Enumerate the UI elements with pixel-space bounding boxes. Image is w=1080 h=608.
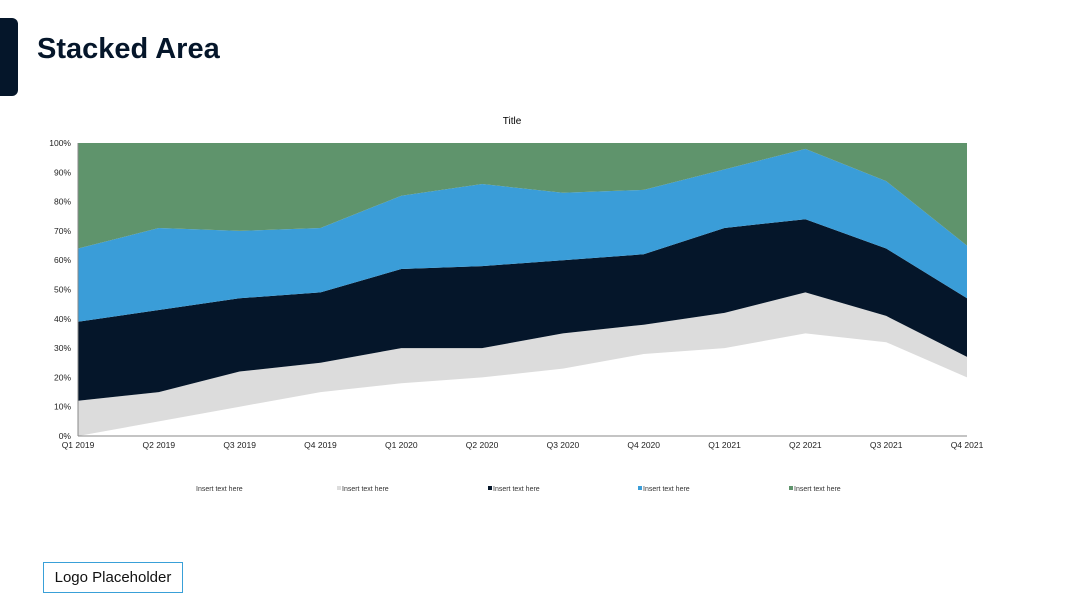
area-series-4: [78, 148, 967, 322]
area-series-5: [78, 143, 967, 249]
legend-swatch-3: [488, 486, 492, 490]
x-tick-label: Q3 2021: [870, 440, 903, 450]
legend-label-4: Insert text here: [643, 486, 690, 493]
x-tick-label: Q3 2020: [547, 440, 580, 450]
legend-swatch-4: [638, 486, 642, 490]
legend-label-5: Insert text here: [794, 486, 841, 493]
y-tick-label: 20%: [54, 372, 71, 382]
x-tick-label: Q1 2021: [708, 440, 741, 450]
y-tick-label: 40%: [54, 314, 71, 324]
y-tick-label: 60%: [54, 255, 71, 265]
x-tick-label: Q1 2020: [385, 440, 418, 450]
title-accent-bar: [0, 18, 18, 96]
x-tick-label: Q4 2020: [627, 440, 660, 450]
legend-swatch-2: [337, 486, 341, 490]
y-tick-label: 70%: [54, 226, 71, 236]
area-series-2: [78, 292, 967, 436]
y-tick-label: 90%: [54, 167, 71, 177]
legend-label-3: Insert text here: [493, 486, 540, 493]
x-tick-label: Q4 2019: [304, 440, 337, 450]
legend-swatch-5: [789, 486, 793, 490]
y-tick-label: 30%: [54, 343, 71, 353]
x-tick-label: Q2 2019: [143, 440, 176, 450]
area-series-1: [78, 333, 967, 436]
logo-placeholder: Logo Placeholder: [43, 562, 183, 593]
y-tick-label: 10%: [54, 402, 71, 412]
x-tick-label: Q1 2019: [62, 440, 95, 450]
y-tick-label: 100%: [49, 138, 71, 148]
x-tick-label: Q2 2021: [789, 440, 822, 450]
legend-label-2: Insert text here: [342, 486, 389, 493]
chart-title: Title: [503, 116, 522, 127]
y-tick-label: 80%: [54, 197, 71, 207]
y-tick-label: 50%: [54, 285, 71, 295]
x-tick-label: Q3 2019: [223, 440, 256, 450]
y-tick-label: 0%: [59, 431, 72, 441]
x-tick-label: Q2 2020: [466, 440, 499, 450]
area-series-3: [78, 219, 967, 401]
legend-swatch-1: [191, 486, 195, 490]
legend-label-1: Insert text here: [196, 486, 243, 493]
page-title: Stacked Area: [37, 33, 220, 65]
x-tick-label: Q4 2021: [951, 440, 984, 450]
